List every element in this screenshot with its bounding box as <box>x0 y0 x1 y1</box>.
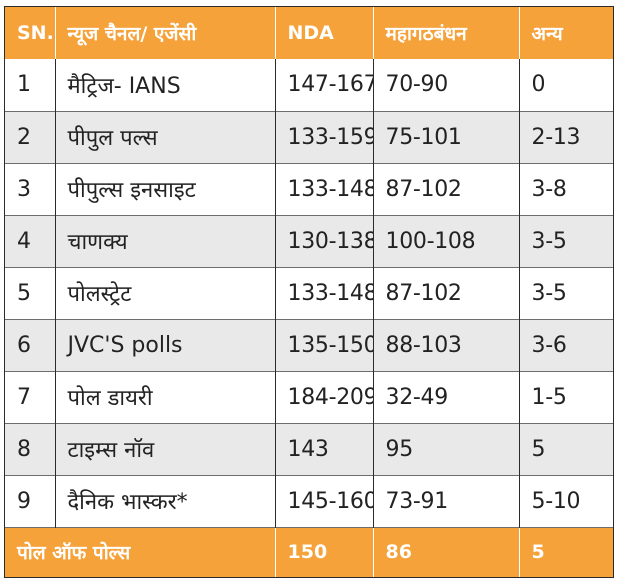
table-row: 3 पीपुल्स इनसाइट 133-148 87-102 3-8 <box>5 163 613 215</box>
row-nda: 143 <box>275 423 374 475</box>
row-others: 1-5 <box>531 384 567 410</box>
table-row: 2 पीपुल पल्स 133-159 75-101 2-13 <box>5 111 613 163</box>
row-nda: 145-160 <box>275 475 374 527</box>
row-sn: 7 <box>5 371 56 423</box>
row-mahagathbandhan: 100-108 <box>373 215 520 267</box>
row-agency: JVC'S polls <box>55 319 276 371</box>
row-others: 3-6 <box>531 332 567 358</box>
row-others: 2-13 <box>531 124 581 150</box>
row-mahagathbandhan: 88-103 <box>373 319 520 371</box>
row-others: 5-10 <box>531 488 581 514</box>
row-nda: 147-167 <box>275 59 374 111</box>
header-others: अन्य <box>531 23 563 45</box>
table-row: 6 JVC'S polls 135-150 88-103 3-6 <box>5 319 613 371</box>
poll-of-polls-others: 5 <box>531 541 545 564</box>
row-nda: 133-148 <box>275 163 374 215</box>
row-sn: 2 <box>5 111 56 163</box>
row-agency: पोलस्ट्रेट <box>55 267 276 319</box>
poll-of-polls-mahagathbandhan: 86 <box>373 527 520 577</box>
table-row: 1 मैट्रिज- IANS 147-167 70-90 0 <box>5 59 613 111</box>
exit-poll-grid: SN. न्यूज चैनल/ एजेंसी NDA महागठबंधन अन्… <box>5 7 613 577</box>
table-row: 8 टाइम्स नॉव 143 95 5 <box>5 423 613 475</box>
row-sn: 8 <box>5 423 56 475</box>
row-nda: 133-159 <box>275 111 374 163</box>
row-agency: पोल डायरी <box>55 371 276 423</box>
row-agency: दैनिक भास्कर* <box>55 475 276 527</box>
row-sn: 6 <box>5 319 56 371</box>
exit-poll-table: SN. न्यूज चैनल/ एजेंसी NDA महागठबंधन अन्… <box>4 6 614 578</box>
row-mahagathbandhan: 87-102 <box>373 267 520 319</box>
row-sn: 9 <box>5 475 56 527</box>
row-mahagathbandhan: 87-102 <box>373 163 520 215</box>
row-nda: 130-138 <box>275 215 374 267</box>
table-row: 5 पोलस्ट्रेट 133-148 87-102 3-5 <box>5 267 613 319</box>
row-sn: 5 <box>5 267 56 319</box>
row-others: 5 <box>531 436 546 462</box>
row-nda: 133-148 <box>275 267 374 319</box>
row-mahagathbandhan: 32-49 <box>373 371 520 423</box>
row-mahagathbandhan: 95 <box>373 423 520 475</box>
row-others: 3-5 <box>531 280 567 306</box>
row-mahagathbandhan: 70-90 <box>373 59 520 111</box>
header-mahagathbandhan: महागठबंधन <box>373 7 520 59</box>
header-nda: NDA <box>275 7 374 59</box>
table-row: 9 दैनिक भास्कर* 145-160 73-91 5-10 <box>5 475 613 527</box>
row-sn: 4 <box>5 215 56 267</box>
table-row: 7 पोल डायरी 184-209 32-49 1-5 <box>5 371 613 423</box>
header-sn: SN. <box>5 7 56 59</box>
row-mahagathbandhan: 73-91 <box>373 475 520 527</box>
poll-of-polls-label: पोल ऑफ पोल्स <box>5 527 276 577</box>
row-agency: मैट्रिज- IANS <box>55 59 276 111</box>
row-agency: पीपुल पल्स <box>55 111 276 163</box>
row-sn: 3 <box>5 163 56 215</box>
header-row: SN. न्यूज चैनल/ एजेंसी NDA महागठबंधन अन्… <box>5 7 613 59</box>
row-agency: चाणक्य <box>55 215 276 267</box>
row-sn: 1 <box>5 59 56 111</box>
header-agency: न्यूज चैनल/ एजेंसी <box>55 7 276 59</box>
row-nda: 184-209 <box>275 371 374 423</box>
row-others: 3-5 <box>531 228 567 254</box>
row-others: 3-8 <box>531 176 567 202</box>
row-nda: 135-150 <box>275 319 374 371</box>
row-agency: टाइम्स नॉव <box>55 423 276 475</box>
poll-of-polls-nda: 150 <box>275 527 374 577</box>
table-row: 4 चाणक्य 130-138 100-108 3-5 <box>5 215 613 267</box>
row-mahagathbandhan: 75-101 <box>373 111 520 163</box>
footer-row: पोल ऑफ पोल्स 150 86 5 <box>5 527 613 577</box>
row-agency: पीपुल्स इनसाइट <box>55 163 276 215</box>
row-others: 0 <box>531 72 546 98</box>
